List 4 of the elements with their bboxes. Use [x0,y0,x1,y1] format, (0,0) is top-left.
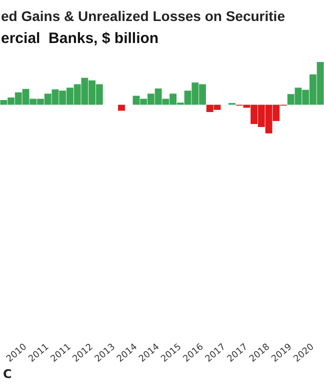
bar [118,104,125,111]
chart-title: ed Gains & Unrealized Losses on Securitie [1,8,286,24]
text: C [3,367,12,381]
chart-subtitle: ercial Banks, $ billion [1,30,159,47]
